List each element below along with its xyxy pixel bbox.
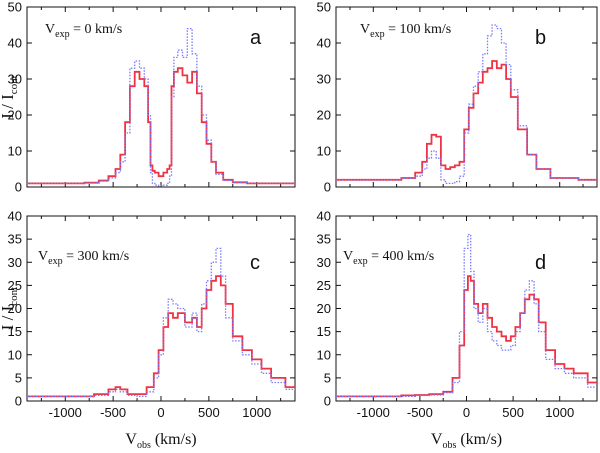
x-tick-label: -500 xyxy=(407,405,433,420)
vexp-annotation: Vexp = 400 km/s xyxy=(343,249,434,267)
panel-letter: a xyxy=(250,27,262,49)
vexp-annotation: Vexp = 300 km/s xyxy=(38,249,129,267)
y-tick-label: 0 xyxy=(324,180,331,195)
y-tick-label: 35 xyxy=(317,232,331,247)
panel-b: 0 10 20 30 40 50 Vexp = 100 km/s b xyxy=(317,0,598,195)
series-dotted-line xyxy=(336,24,597,185)
plot-frame xyxy=(335,215,598,402)
vexp-annotation: Vexp = 0 km/s xyxy=(45,22,122,40)
x-axis-label: Vobs (km/s) xyxy=(431,431,502,451)
panel-d: 0 5 10 15 20 25 30 35 40 -1000 -500 0 500 1000 Vexp = … xyxy=(317,209,598,451)
series-solid-line xyxy=(336,60,597,181)
y-tick-label: 30 xyxy=(8,72,22,87)
y-tick-label: 40 xyxy=(317,36,331,51)
y-tick-label: 40 xyxy=(8,209,22,224)
y-tick-label: 10 xyxy=(8,347,22,362)
y-tick-label: 20 xyxy=(317,108,331,123)
panel-a: 0 10 20 30 40 50 Vexp = 0 km/s a I / Icont xyxy=(0,0,296,195)
x-tick-label: 0 xyxy=(157,405,164,420)
vexp-annotation: Vexp = 100 km/s xyxy=(360,22,451,40)
x-tick-label: 1000 xyxy=(242,405,271,420)
x-axis-label: Vobs (km/s) xyxy=(125,431,196,451)
y-axis-label: I / Icont xyxy=(0,75,20,119)
series-solid-line xyxy=(27,67,295,185)
y-tick-label: 0 xyxy=(15,394,22,409)
y-tick-label: 30 xyxy=(317,72,331,87)
y-tick-label: 10 xyxy=(317,144,331,159)
panel-letter: d xyxy=(535,252,546,274)
y-tick-label: 15 xyxy=(8,324,22,339)
panel-c: 0 5 10 15 20 25 30 35 40 -1000 -500 0 500 1000 Vexp = … xyxy=(0,209,296,451)
y-tick-label: 35 xyxy=(8,232,22,247)
y-tick-label: 0 xyxy=(15,180,22,195)
x-tick-label: -500 xyxy=(100,405,126,420)
y-tick-label: 10 xyxy=(317,347,331,362)
y-tick-label: 20 xyxy=(8,108,22,123)
x-tick-label: 0 xyxy=(463,405,470,420)
y-tick-label: 15 xyxy=(317,324,331,339)
y-tick-label: 40 xyxy=(8,36,22,51)
y-tick-label: 30 xyxy=(317,255,331,270)
series-solid-line xyxy=(27,275,295,398)
y-tick-label: 40 xyxy=(317,209,331,224)
y-tick-label: 30 xyxy=(8,255,22,270)
y-tick-label: 0 xyxy=(324,394,331,409)
series-dotted-line xyxy=(27,27,295,187)
plot-frame xyxy=(26,215,296,402)
series-solid-line xyxy=(336,275,597,398)
x-tick-label: -1000 xyxy=(357,405,390,420)
panel-letter: c xyxy=(250,252,260,274)
y-tick-label: 10 xyxy=(8,144,22,159)
y-tick-label: 20 xyxy=(317,301,331,316)
x-tick-label: 1000 xyxy=(545,405,574,420)
x-tick-label: -1000 xyxy=(49,405,82,420)
y-tick-label: 25 xyxy=(8,278,22,293)
y-tick-label: 20 xyxy=(8,301,22,316)
x-tick-label: 500 xyxy=(502,405,524,420)
y-tick-label: 50 xyxy=(317,0,331,15)
x-tick-label: 500 xyxy=(198,405,220,420)
y-tick-label: 25 xyxy=(317,278,331,293)
panel-letter: b xyxy=(535,27,546,49)
y-tick-label: 5 xyxy=(15,370,22,385)
y-axis-label: I / Icont xyxy=(0,287,20,331)
y-tick-label: 50 xyxy=(8,0,22,15)
y-tick-label: 5 xyxy=(324,370,331,385)
